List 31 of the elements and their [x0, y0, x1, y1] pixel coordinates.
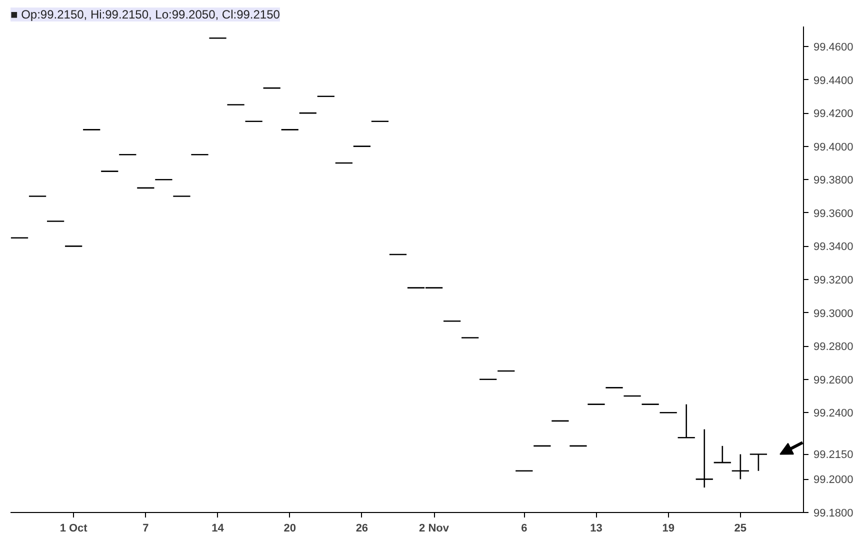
candlestick [713, 445, 732, 464]
y-tick-label: 99.2000 [814, 474, 854, 486]
y-tick-label: 99.3200 [814, 274, 854, 286]
y-tick-label: 99.3000 [814, 308, 854, 320]
candlestick [677, 404, 696, 438]
x-tick-label: 14 [212, 522, 225, 534]
y-tick-label: 99.3800 [814, 174, 854, 187]
y-tick-label: 99.2800 [814, 341, 854, 354]
chart-title: ■ Op:99.2150, Hi:99.2150, Lo:99.2050, Cl:99.2150 [10, 8, 280, 22]
x-tick-label: 7 [142, 522, 149, 534]
x-tick-label: 20 [284, 522, 296, 534]
x-tick-label: 26 [356, 522, 368, 534]
y-tick-label: 99.2600 [814, 374, 854, 386]
y-tick-label: 99.4400 [814, 74, 854, 87]
x-tick-label: 6 [521, 522, 528, 534]
y-tick-label: 99.3400 [814, 241, 854, 254]
x-tick-label: 19 [662, 522, 674, 534]
y-tick-label: 99.4200 [814, 108, 854, 120]
candlestick [731, 454, 750, 480]
x-tick-label: 25 [734, 522, 747, 534]
x-tick-label: 2 Nov [419, 522, 450, 534]
y-tick-label: 99.2150 [814, 449, 854, 462]
candlestick [749, 454, 768, 472]
x-tick-label: 13 [590, 522, 602, 534]
y-tick-label: 99.2400 [814, 408, 854, 420]
candlestick [695, 428, 714, 488]
y-tick-label: 99.1800 [814, 508, 854, 520]
y-tick-label: 99.4000 [814, 141, 854, 154]
y-tick-label: 99.4600 [814, 41, 854, 54]
y-tick-label: 99.3600 [814, 208, 854, 220]
x-tick-label: 1 Oct [60, 522, 88, 534]
